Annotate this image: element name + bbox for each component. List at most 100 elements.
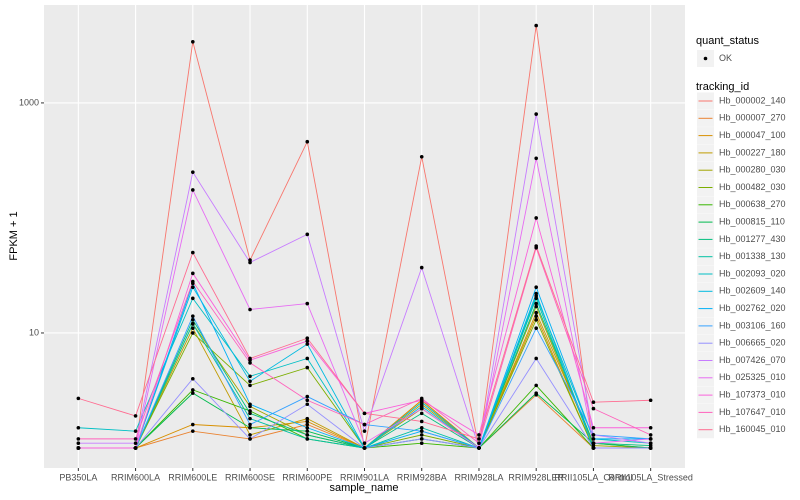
point-legend-label: OK [719, 53, 732, 63]
data-point [191, 376, 195, 381]
x-axis-label: sample_name [329, 482, 398, 494]
data-point [305, 394, 310, 399]
x-tick-label: RRIM901LA [340, 472, 389, 482]
point-legend-title: quant_status [696, 35, 759, 47]
data-point [534, 244, 538, 248]
data-point [76, 425, 81, 430]
data-point [133, 441, 138, 446]
data-point [191, 296, 195, 301]
data-point [191, 322, 195, 326]
data-point [534, 326, 538, 331]
data-point [248, 416, 252, 421]
data-point [362, 411, 367, 416]
legend-label: Hb_000007_270 [719, 113, 786, 123]
legend-label: Hb_001338_130 [719, 251, 786, 261]
data-point [419, 437, 424, 441]
data-point [534, 301, 538, 306]
y-axis-label: FPKM + 1 [8, 211, 20, 260]
data-point [305, 437, 310, 441]
x-tick-label: RRIM928LA [454, 472, 503, 482]
legend-label: Hb_000227_180 [719, 147, 786, 157]
data-point [76, 396, 81, 401]
data-point [534, 216, 538, 220]
data-point [305, 139, 310, 144]
data-point [191, 429, 195, 433]
data-point [591, 441, 596, 446]
data-point [534, 310, 538, 315]
legend-label: Hb_000047_100 [719, 130, 786, 140]
data-point [648, 446, 653, 450]
data-point [191, 279, 195, 284]
data-point [362, 446, 367, 450]
data-point [477, 433, 481, 437]
data-point [191, 331, 195, 335]
data-point [305, 433, 310, 437]
data-point [248, 356, 252, 361]
data-point [419, 396, 424, 401]
x-tick-label: RRIM600LE [168, 472, 217, 482]
data-point [248, 425, 252, 430]
data-point [305, 402, 310, 407]
legend-label: Hb_000815_110 [719, 216, 785, 226]
data-point [477, 437, 481, 441]
data-point [534, 156, 538, 161]
x-tick-label: RRII105LA_Control [554, 472, 632, 482]
y-tick-label: 10 [29, 327, 39, 337]
data-point [477, 446, 481, 450]
data-point [534, 314, 538, 318]
data-point [534, 391, 538, 395]
data-point [534, 23, 538, 28]
legend-label: Hb_107373_010 [719, 389, 786, 399]
data-point [191, 285, 195, 289]
data-point [191, 250, 195, 255]
data-point [477, 441, 481, 446]
data-point [76, 446, 81, 450]
data-point [419, 429, 424, 433]
data-point [591, 437, 596, 441]
legend-label: Hb_007426_070 [719, 355, 786, 365]
data-point [248, 422, 252, 427]
data-point [419, 406, 424, 411]
legend-label: Hb_000002_140 [719, 95, 786, 105]
data-point [305, 425, 310, 430]
legend-label: Hb_002093_020 [719, 268, 786, 278]
data-point [305, 419, 310, 424]
data-point [534, 356, 538, 361]
data-point [648, 441, 653, 446]
data-point [248, 374, 252, 379]
legend-label: Hb_000280_030 [719, 165, 786, 175]
data-point [248, 361, 252, 365]
data-point [248, 260, 252, 265]
data-point [419, 441, 424, 446]
legend-label: Hb_000638_270 [719, 199, 786, 209]
legend-label: Hb_003106_160 [719, 320, 786, 330]
legend-label: Hb_000482_030 [719, 182, 786, 192]
legend-label: Hb_002762_020 [719, 303, 786, 313]
data-point [648, 437, 653, 441]
data-point [534, 291, 538, 296]
data-point [305, 336, 310, 341]
data-point [248, 411, 252, 416]
data-point [648, 425, 653, 430]
x-tick-label: RRIM928LER [508, 472, 564, 482]
data-point [191, 188, 195, 192]
legend-title: tracking_id [696, 81, 749, 93]
data-point [419, 155, 424, 159]
data-point [362, 441, 367, 446]
data-point [76, 437, 81, 441]
data-point [591, 406, 596, 411]
data-point [191, 314, 195, 318]
data-point [648, 433, 653, 437]
legend-label: Hb_025325_010 [719, 372, 786, 382]
legend-label: Hb_160045_010 [719, 424, 786, 434]
data-point [362, 422, 367, 427]
data-point [419, 265, 424, 270]
data-point [305, 398, 310, 403]
data-point [305, 365, 310, 370]
data-point [591, 433, 596, 437]
data-point [591, 446, 596, 450]
data-point [248, 383, 252, 388]
data-point [191, 271, 195, 276]
data-point [191, 318, 195, 322]
legend-label: Hb_001277_430 [719, 234, 786, 244]
